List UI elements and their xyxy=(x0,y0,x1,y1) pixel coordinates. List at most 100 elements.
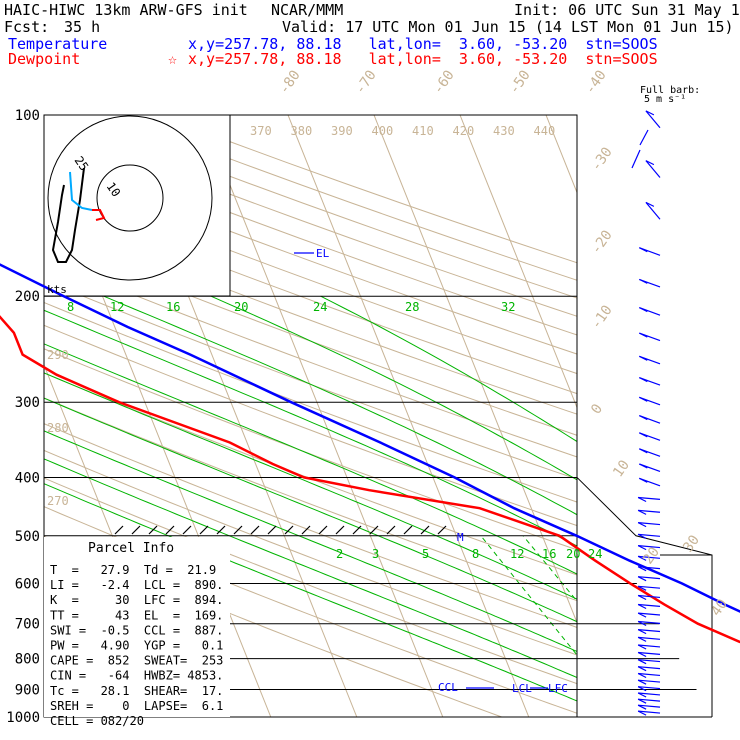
moist-adiabat xyxy=(44,343,577,575)
moist-adiabat xyxy=(210,295,577,481)
freezing-level-hatch xyxy=(369,525,379,535)
wind-barb-flag xyxy=(637,659,647,665)
wind-barb-flag xyxy=(637,672,647,679)
parcel-row: PW = 4.90 YGP = 0.1 xyxy=(50,639,223,653)
isotherm-label: -20 xyxy=(588,227,616,257)
wind-barb-flag xyxy=(645,110,655,116)
dry-adiabat xyxy=(44,372,577,576)
hodograph-ring-label: 25 xyxy=(72,154,92,174)
forecast-hours: 35 h xyxy=(64,18,101,36)
wind-barb-flag xyxy=(639,432,648,438)
isotherm-label: -70 xyxy=(352,67,380,97)
moist-adiabat xyxy=(320,295,577,443)
wind-barb-flag xyxy=(637,651,647,658)
mixing-ratio-label: 20 xyxy=(234,300,248,314)
dry-adiabat xyxy=(44,196,577,395)
parcel-row: SREH = 0 LAPSE= 6.1 xyxy=(50,699,223,713)
wind-barb-flag xyxy=(639,355,648,361)
theta-label: 370 xyxy=(250,124,272,138)
wind-barb-flag xyxy=(639,307,648,313)
dry-adiabat xyxy=(44,216,577,415)
isotherm-label: -30 xyxy=(588,144,616,174)
mixing-ratio-label: 28 xyxy=(405,300,419,314)
wind-barb xyxy=(638,698,661,702)
parcel-row: TT = 43 EL = 169. xyxy=(50,608,223,622)
temperature-profile xyxy=(0,263,740,613)
hodograph-frame xyxy=(43,114,231,297)
wind-barb-flag xyxy=(637,612,647,618)
wind-barb-flag xyxy=(637,629,647,635)
wind-barb-flag xyxy=(637,710,647,716)
freezing-level-hatch xyxy=(267,525,277,535)
wind-barb xyxy=(645,202,661,220)
freezing-level-hatch xyxy=(199,525,209,535)
mixing-ratio-label: 32 xyxy=(501,300,515,314)
isotherm-line xyxy=(718,115,740,717)
wind-barb xyxy=(638,496,661,500)
mixing-ratio-label: 20 xyxy=(566,547,580,561)
isotherm-label: 10 xyxy=(610,457,633,480)
mixing-ratio-label: 8 xyxy=(472,547,479,561)
wind-barb xyxy=(638,692,661,696)
freezing-level-hatch xyxy=(352,525,362,535)
theta-label: 270 xyxy=(47,494,69,508)
freezing-level-hatch xyxy=(233,525,243,535)
lfc-label: LFC xyxy=(548,682,568,695)
isotherm-label: -10 xyxy=(588,302,616,332)
freezing-level-hatch xyxy=(301,525,311,535)
freezing-level-hatch xyxy=(148,525,158,535)
wind-barb xyxy=(638,686,661,690)
parcel-row: T = 27.9 Td = 21.9 xyxy=(50,563,216,577)
mixing-ratio-label: 5 xyxy=(422,547,429,561)
isotherm-label: -60 xyxy=(430,67,458,97)
theta-label: 290 xyxy=(47,348,69,362)
wind-barb xyxy=(638,555,661,559)
theta-label: 380 xyxy=(291,124,313,138)
wind-barb-flag xyxy=(639,278,648,284)
wind-barb-flag xyxy=(637,679,647,685)
wind-barb-flag xyxy=(637,594,647,601)
wind-barb xyxy=(631,149,641,169)
pressure-tick-label: 400 xyxy=(15,470,40,486)
wind-barb xyxy=(639,129,649,146)
dry-adiabat xyxy=(44,449,577,656)
wind-barb xyxy=(638,672,661,677)
parcel-row: Tc = 28.1 SHEAR= 17. xyxy=(50,684,223,698)
theta-label: 410 xyxy=(412,124,434,138)
wind-barb-flag xyxy=(637,576,647,582)
theta-label: 400 xyxy=(372,124,394,138)
hodograph-ring xyxy=(47,115,213,281)
freezing-level-hatch xyxy=(403,525,413,535)
hodograph-trace xyxy=(69,171,93,211)
wind-barb xyxy=(638,644,661,648)
isotherm-line xyxy=(459,115,577,409)
wind-barb-flag xyxy=(637,522,647,528)
wind-barb xyxy=(638,533,661,537)
m-label: M xyxy=(457,531,464,544)
isotherm-line xyxy=(373,115,577,624)
lcl-label: LCL xyxy=(512,682,532,695)
parcel-row: SWI = -0.5 CCL = 887. xyxy=(50,623,223,637)
wind-barb xyxy=(638,545,661,549)
wind-barb xyxy=(638,594,661,599)
wind-barb xyxy=(638,666,661,670)
barb-key-units: 5 m s⁻¹ xyxy=(644,94,687,105)
parcel-row: LI = -2.4 LCL = 890. xyxy=(50,578,223,592)
pressure-tick-label: 1000 xyxy=(6,710,40,726)
mixing-ratio-label: 3 xyxy=(372,547,379,561)
wind-barb-flag xyxy=(637,666,647,672)
mixing-ratio-label: 16 xyxy=(166,300,180,314)
mixing-ratio-label: 12 xyxy=(110,300,124,314)
wind-barb xyxy=(638,509,661,513)
mixing-ratio-label: 12 xyxy=(510,547,524,561)
wind-barb-flag xyxy=(637,644,647,650)
isotherm-label: -80 xyxy=(276,67,304,97)
wind-barb xyxy=(638,659,661,663)
freezing-level-hatch xyxy=(318,525,328,535)
wind-barb-flag xyxy=(637,620,647,627)
wind-barb xyxy=(638,612,661,616)
dry-adiabat xyxy=(44,258,577,458)
dewpoint-profile xyxy=(0,315,740,644)
dewpoint-location: x,y=257.78, 88.18 lat,lon= 3.60, -53.20 … xyxy=(188,50,658,68)
wind-barb-flag xyxy=(637,545,647,551)
